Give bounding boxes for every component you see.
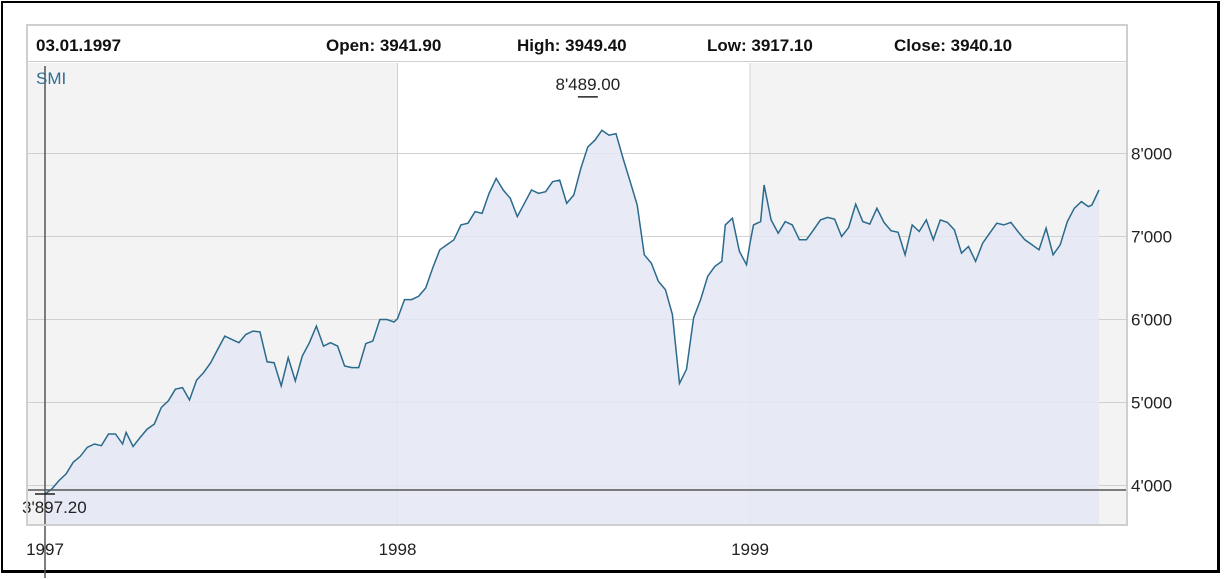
y-tick-label: 4'000 xyxy=(1131,477,1172,496)
header-open: Open: 3941.90 xyxy=(326,36,442,55)
series-area xyxy=(45,130,1099,526)
header-low: Low: 3917.10 xyxy=(707,36,813,55)
x-tick-label: 1997 xyxy=(26,540,64,559)
y-tick-label: 6'000 xyxy=(1131,311,1172,330)
x-tick-label: 1998 xyxy=(379,540,417,559)
y-tick-label: 8'000 xyxy=(1131,145,1172,164)
plot-border xyxy=(26,61,1128,526)
series-name-label: SMI xyxy=(36,69,66,88)
header-close: Close: 3940.10 xyxy=(894,36,1013,55)
y-tick-label: 5'000 xyxy=(1131,394,1172,413)
x-tick-label: 1999 xyxy=(731,540,769,559)
series-line xyxy=(44,129,1100,495)
y-tick-label: 7'000 xyxy=(1131,228,1172,247)
max-value-label: 8'489.00 xyxy=(555,75,620,94)
ohlc-header: 03.01.1997 Open: 3941.90 High: 3949.40 L… xyxy=(26,24,1128,62)
min-value-label: 3'897.20 xyxy=(22,498,87,517)
header-date: 03.01.1997 xyxy=(36,36,122,55)
header-high: High: 3949.40 xyxy=(517,36,627,55)
